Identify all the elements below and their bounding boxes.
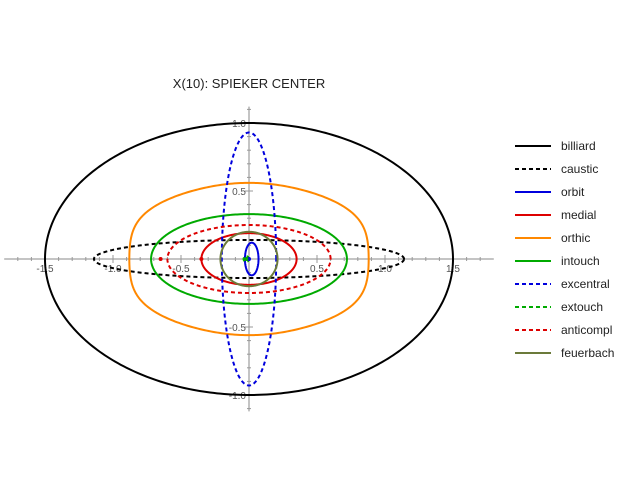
legend-label-caustic: caustic — [561, 162, 598, 176]
y-tick-label: 1.0 — [232, 119, 246, 130]
x-tick-label: -1.0 — [104, 264, 122, 275]
y-tick-label: -1.0 — [229, 391, 247, 402]
vertex-marker — [158, 257, 163, 261]
legend-label-anticompl: anticompl — [561, 323, 612, 337]
legend-label-excentral: excentral — [561, 277, 610, 291]
legend-label-feuerbach: feuerbach — [561, 346, 614, 360]
curve-excentral — [220, 131, 278, 387]
curve-intouch — [150, 213, 348, 305]
chart-title: X(10): SPIEKER CENTER — [173, 76, 325, 91]
legend-label-intouch: intouch — [561, 254, 600, 268]
y-tick-label: -0.5 — [229, 323, 247, 334]
vertex-marker — [244, 257, 249, 261]
x-tick-label: 1.0 — [378, 264, 392, 275]
x-tick-label: 0.5 — [310, 264, 324, 275]
curve-anticompl — [166, 223, 332, 295]
vertex-marker — [199, 257, 204, 261]
legend-label-orbit: orbit — [561, 185, 585, 199]
curve-billiard — [43, 121, 454, 397]
curve-caustic — [92, 238, 406, 280]
legend: billiard caustic orbit medial orthic intouch e… — [515, 139, 614, 360]
legend-label-billiard: billiard — [561, 139, 596, 153]
curve-orthic — [128, 181, 370, 337]
curve-extouch — [242, 255, 250, 263]
curve-feuerbach — [219, 230, 279, 288]
x-tick-label: -0.5 — [172, 264, 190, 275]
legend-label-extouch: extouch — [561, 300, 603, 314]
legend-label-medial: medial — [561, 208, 596, 222]
curves-group — [43, 121, 454, 397]
legend-label-orthic: orthic — [561, 231, 590, 245]
y-tick-label: 0.5 — [232, 187, 246, 198]
